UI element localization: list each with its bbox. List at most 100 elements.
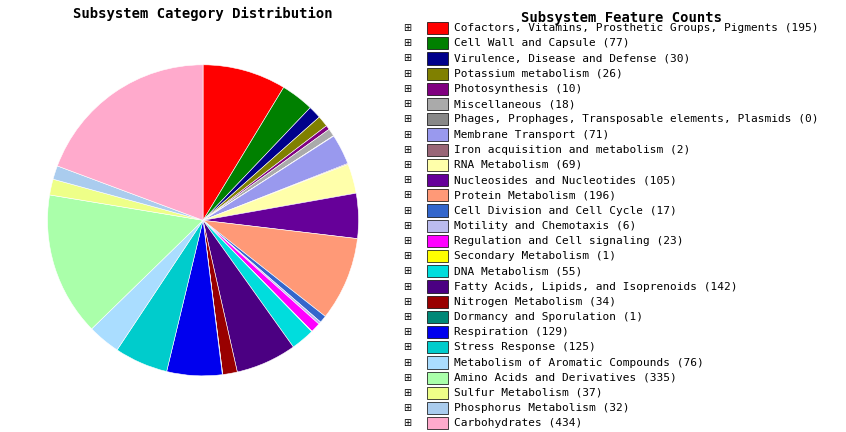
Text: ⊞: ⊞	[404, 221, 411, 231]
Bar	[426, 326, 448, 338]
Wedge shape	[203, 220, 319, 331]
Wedge shape	[203, 220, 312, 332]
Text: Cofactors, Vitamins, Prosthetic Groups, Pigments (195): Cofactors, Vitamins, Prosthetic Groups, …	[453, 23, 818, 33]
Bar	[426, 295, 448, 308]
Wedge shape	[203, 65, 283, 220]
Bar	[426, 144, 448, 156]
Text: Sulfur Metabolism (37): Sulfur Metabolism (37)	[453, 388, 602, 398]
Text: ⊞: ⊞	[404, 267, 411, 276]
Wedge shape	[203, 220, 238, 375]
Text: Iron acquisition and metabolism (2): Iron acquisition and metabolism (2)	[453, 145, 690, 155]
Text: ⊞: ⊞	[404, 297, 411, 307]
Bar	[426, 311, 448, 323]
Text: ⊞: ⊞	[404, 175, 411, 185]
Text: Potassium metabolism (26): Potassium metabolism (26)	[453, 69, 623, 79]
Bar	[426, 341, 448, 353]
Text: Nitrogen Metabolism (34): Nitrogen Metabolism (34)	[453, 297, 616, 307]
Wedge shape	[167, 220, 222, 376]
Bar	[426, 219, 448, 232]
Wedge shape	[203, 136, 348, 220]
Wedge shape	[203, 220, 294, 372]
Bar	[426, 22, 448, 34]
Wedge shape	[203, 220, 326, 322]
Text: RNA Metabolism (69): RNA Metabolism (69)	[453, 160, 582, 170]
Text: ⊞: ⊞	[404, 327, 411, 337]
Bar	[426, 98, 448, 110]
Bar	[426, 174, 448, 186]
Text: ⊞: ⊞	[404, 388, 411, 398]
Bar	[426, 235, 448, 247]
Text: ⊞: ⊞	[404, 403, 411, 413]
Text: Photosynthesis (10): Photosynthesis (10)	[453, 84, 582, 94]
Text: ⊞: ⊞	[404, 114, 411, 124]
Text: ⊞: ⊞	[404, 54, 411, 64]
Text: ⊞: ⊞	[404, 23, 411, 33]
Text: Carbohydrates (434): Carbohydrates (434)	[453, 418, 582, 429]
Wedge shape	[50, 179, 203, 220]
Wedge shape	[203, 193, 359, 238]
Wedge shape	[203, 220, 311, 347]
Text: ⊞: ⊞	[404, 191, 411, 200]
Title: Subsystem Category Distribution: Subsystem Category Distribution	[74, 6, 332, 21]
Text: ⊞: ⊞	[404, 358, 411, 368]
Wedge shape	[203, 136, 334, 220]
Text: Subsystem Feature Counts: Subsystem Feature Counts	[521, 11, 722, 25]
Bar	[426, 159, 448, 171]
Text: Secondary Metabolism (1): Secondary Metabolism (1)	[453, 251, 616, 261]
Text: Nucleosides and Nucleotides (105): Nucleosides and Nucleotides (105)	[453, 175, 677, 185]
Text: Stress Response (125): Stress Response (125)	[453, 342, 596, 353]
Text: DNA Metabolism (55): DNA Metabolism (55)	[453, 267, 582, 276]
Text: Virulence, Disease and Defense (30): Virulence, Disease and Defense (30)	[453, 54, 690, 64]
Wedge shape	[203, 117, 327, 220]
Text: Amino Acids and Derivatives (335): Amino Acids and Derivatives (335)	[453, 373, 677, 383]
Wedge shape	[47, 195, 203, 329]
Text: ⊞: ⊞	[404, 342, 411, 353]
Text: ⊞: ⊞	[404, 418, 411, 429]
Wedge shape	[203, 87, 310, 220]
Bar	[426, 204, 448, 216]
Bar	[426, 83, 448, 95]
Text: ⊞: ⊞	[404, 130, 411, 140]
Wedge shape	[203, 129, 333, 220]
Wedge shape	[203, 126, 329, 220]
Wedge shape	[203, 164, 356, 220]
Text: Fatty Acids, Lipids, and Isoprenoids (142): Fatty Acids, Lipids, and Isoprenoids (14…	[453, 282, 737, 292]
Text: Dormancy and Sporulation (1): Dormancy and Sporulation (1)	[453, 312, 643, 322]
Wedge shape	[203, 220, 222, 375]
Wedge shape	[53, 166, 203, 220]
Text: ⊞: ⊞	[404, 99, 411, 109]
Bar	[426, 265, 448, 277]
Text: ⊞: ⊞	[404, 69, 411, 79]
Wedge shape	[91, 220, 203, 350]
Wedge shape	[203, 220, 358, 316]
Text: Respiration (129): Respiration (129)	[453, 327, 569, 337]
Bar	[426, 402, 448, 414]
Text: Protein Metabolism (196): Protein Metabolism (196)	[453, 191, 616, 200]
Text: ⊞: ⊞	[404, 282, 411, 292]
Bar	[426, 37, 448, 49]
Text: ⊞: ⊞	[404, 251, 411, 261]
Wedge shape	[203, 108, 319, 220]
Text: ⊞: ⊞	[404, 236, 411, 246]
Text: ⊞: ⊞	[404, 373, 411, 383]
Bar	[426, 128, 448, 140]
Wedge shape	[117, 220, 203, 372]
Text: Phosphorus Metabolism (32): Phosphorus Metabolism (32)	[453, 403, 629, 413]
Bar	[426, 250, 448, 262]
Text: ⊞: ⊞	[404, 84, 411, 94]
Text: ⊞: ⊞	[404, 312, 411, 322]
Bar	[426, 189, 448, 201]
Text: ⊞: ⊞	[404, 38, 411, 48]
Bar	[426, 356, 448, 368]
Text: ⊞: ⊞	[404, 145, 411, 155]
Text: Cell Wall and Capsule (77): Cell Wall and Capsule (77)	[453, 38, 629, 48]
Bar	[426, 113, 448, 125]
Bar	[426, 387, 448, 399]
Bar	[426, 417, 448, 429]
Text: ⊞: ⊞	[404, 206, 411, 216]
Text: Metabolism of Aromatic Compounds (76): Metabolism of Aromatic Compounds (76)	[453, 358, 703, 368]
Text: ⊞: ⊞	[404, 160, 411, 170]
Wedge shape	[203, 163, 348, 220]
Text: Cell Division and Cell Cycle (17): Cell Division and Cell Cycle (17)	[453, 206, 677, 216]
Bar	[426, 372, 448, 384]
